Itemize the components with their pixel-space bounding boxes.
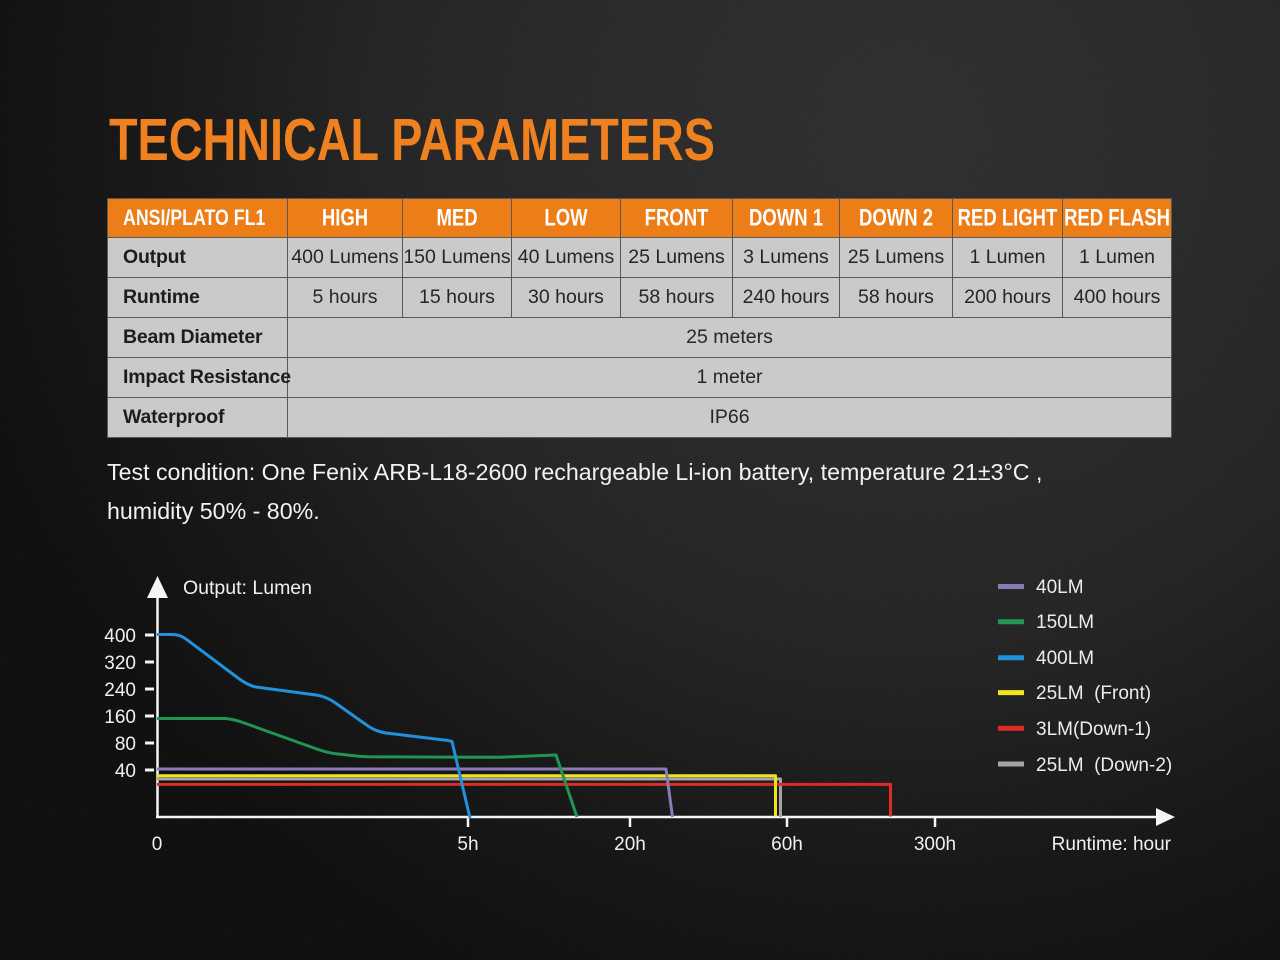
svg-text:400: 400 bbox=[104, 626, 136, 647]
svg-text:150LM: 150LM bbox=[1036, 612, 1094, 633]
svg-text:3LM(Down-1): 3LM(Down-1) bbox=[1036, 719, 1151, 740]
svg-text:25LM (Front): 25LM (Front) bbox=[1036, 683, 1151, 704]
svg-text:60h: 60h bbox=[771, 834, 803, 855]
svg-text:320: 320 bbox=[104, 653, 136, 674]
svg-text:5h: 5h bbox=[457, 834, 478, 855]
svg-text:40: 40 bbox=[115, 761, 136, 782]
svg-text:Output: Lumen: Output: Lumen bbox=[183, 577, 312, 599]
svg-text:25LM (Down-2): 25LM (Down-2) bbox=[1036, 755, 1172, 776]
svg-text:300h: 300h bbox=[914, 834, 956, 855]
svg-text:400LM: 400LM bbox=[1036, 648, 1094, 669]
svg-text:20h: 20h bbox=[614, 834, 646, 855]
svg-text:40LM: 40LM bbox=[1036, 577, 1084, 598]
svg-text:160: 160 bbox=[104, 707, 136, 728]
svg-text:240: 240 bbox=[104, 680, 136, 701]
svg-text:80: 80 bbox=[115, 734, 136, 755]
svg-text:0: 0 bbox=[152, 834, 163, 855]
svg-text:Runtime: hour: Runtime: hour bbox=[1052, 834, 1172, 855]
